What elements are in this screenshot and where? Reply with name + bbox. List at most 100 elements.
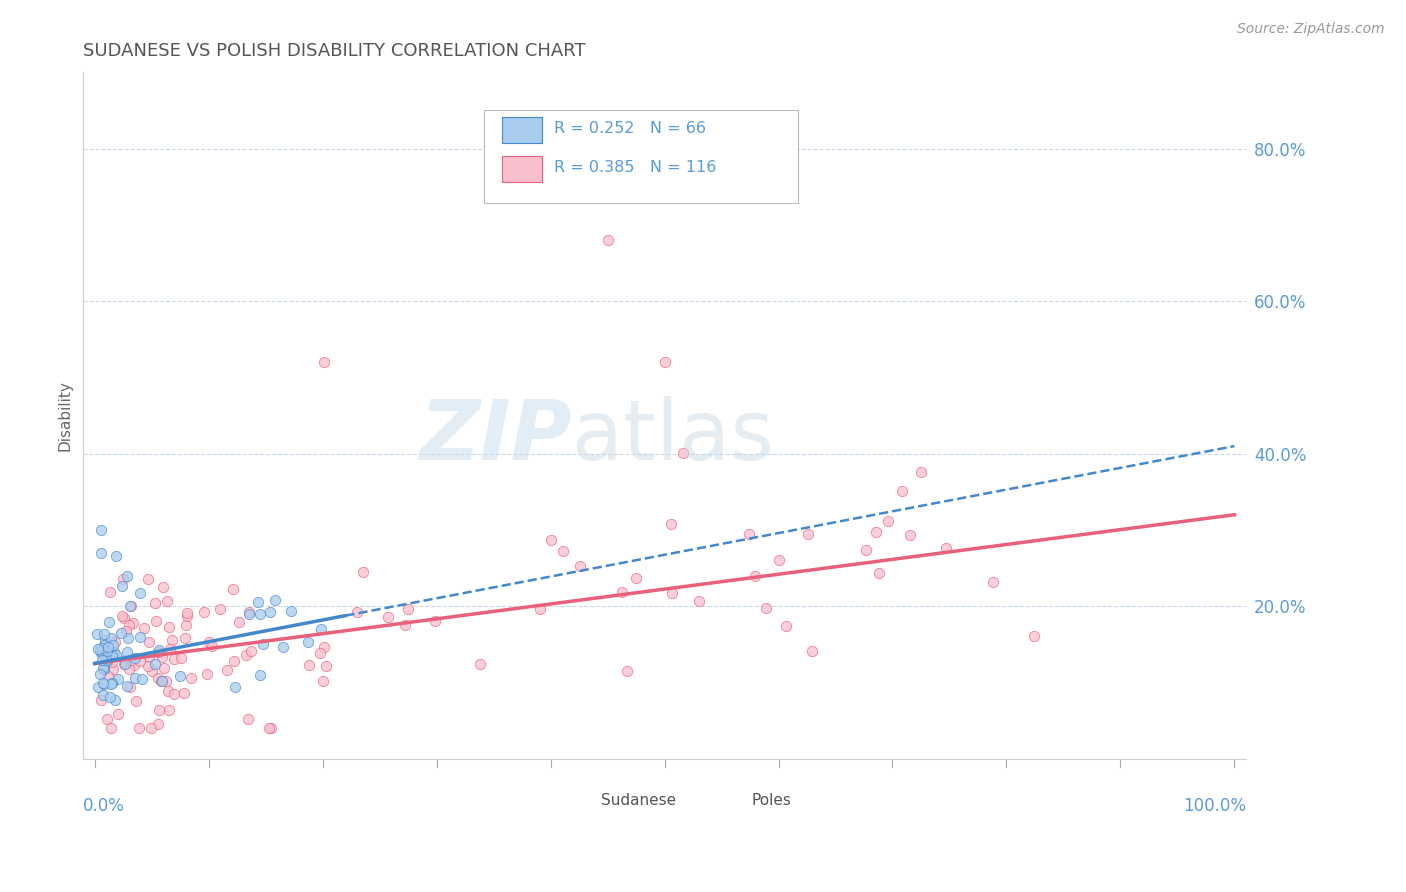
Point xyxy=(264,593,287,607)
Point xyxy=(97,640,120,654)
Point xyxy=(249,668,271,682)
Point xyxy=(138,659,160,673)
Point xyxy=(312,674,335,689)
Point xyxy=(298,657,321,672)
Point xyxy=(654,355,676,369)
Point xyxy=(157,703,180,717)
Point xyxy=(610,584,633,599)
Point xyxy=(117,631,139,645)
Point xyxy=(209,602,232,616)
Point xyxy=(271,640,294,654)
Point xyxy=(115,568,138,582)
Point xyxy=(201,639,224,653)
Point xyxy=(139,721,162,735)
Point xyxy=(98,585,121,599)
Point xyxy=(129,653,152,667)
Point xyxy=(240,644,263,658)
Point xyxy=(297,635,319,649)
Point xyxy=(101,662,124,676)
Point xyxy=(659,516,682,531)
Point xyxy=(169,669,191,683)
Point xyxy=(145,614,167,628)
Point xyxy=(195,666,218,681)
Point xyxy=(120,599,142,614)
Point xyxy=(152,580,174,594)
Point xyxy=(104,648,127,662)
Point xyxy=(91,675,114,690)
Point xyxy=(309,622,332,636)
Point xyxy=(159,641,181,656)
Text: Source: ZipAtlas.com: Source: ZipAtlas.com xyxy=(1237,22,1385,37)
Point xyxy=(105,549,128,564)
Y-axis label: Disability: Disability xyxy=(58,380,72,451)
Point xyxy=(394,618,416,632)
Point xyxy=(103,645,125,659)
Point xyxy=(118,681,141,695)
Point xyxy=(160,633,183,648)
Point xyxy=(238,712,260,726)
Point xyxy=(150,650,173,665)
Point xyxy=(222,582,245,597)
Point xyxy=(149,673,172,688)
Point xyxy=(138,650,160,665)
Point xyxy=(238,607,260,621)
Point xyxy=(170,651,193,665)
Point xyxy=(797,527,820,541)
Point xyxy=(93,626,115,640)
FancyBboxPatch shape xyxy=(717,791,742,810)
Point xyxy=(115,624,138,638)
Text: R = 0.385   N = 116: R = 0.385 N = 116 xyxy=(554,160,717,175)
Point xyxy=(197,635,219,649)
Point xyxy=(150,674,173,689)
Point xyxy=(551,544,574,558)
Point xyxy=(91,661,114,675)
Point xyxy=(193,605,215,619)
Point xyxy=(738,526,761,541)
Point xyxy=(1024,629,1046,643)
FancyBboxPatch shape xyxy=(502,117,543,143)
Point xyxy=(89,667,111,681)
Text: 0.0%: 0.0% xyxy=(83,797,125,814)
Point xyxy=(93,641,115,656)
Point xyxy=(315,658,337,673)
Point xyxy=(122,615,145,630)
Point xyxy=(148,642,170,657)
Point xyxy=(163,687,186,701)
Point xyxy=(257,721,280,735)
Point xyxy=(128,721,150,735)
Point xyxy=(855,542,877,557)
Point xyxy=(569,559,592,574)
Point xyxy=(110,626,132,640)
Point xyxy=(176,609,198,624)
Point xyxy=(423,614,446,628)
Point xyxy=(800,644,823,658)
Point xyxy=(107,672,129,686)
Point xyxy=(312,355,335,369)
Point xyxy=(93,662,115,676)
Point xyxy=(661,586,683,600)
Point xyxy=(86,627,108,641)
Point xyxy=(93,638,115,652)
Point xyxy=(775,618,797,632)
Point xyxy=(246,595,269,609)
Point xyxy=(100,677,122,691)
Point xyxy=(91,645,114,659)
Point xyxy=(101,676,124,690)
Point xyxy=(744,569,766,583)
Point xyxy=(624,571,647,585)
Point xyxy=(174,617,197,632)
Point xyxy=(96,653,118,667)
Point xyxy=(128,586,150,600)
Point xyxy=(112,572,135,586)
Point xyxy=(155,674,177,689)
Point xyxy=(129,631,152,645)
Point xyxy=(107,706,129,721)
Point xyxy=(89,642,111,657)
Text: SUDANESE VS POLISH DISABILITY CORRELATION CHART: SUDANESE VS POLISH DISABILITY CORRELATIO… xyxy=(83,42,586,60)
Point xyxy=(249,607,271,621)
Point xyxy=(157,620,180,634)
Point xyxy=(910,465,932,479)
Point xyxy=(180,671,202,685)
Point xyxy=(104,635,127,649)
Point xyxy=(90,653,112,667)
